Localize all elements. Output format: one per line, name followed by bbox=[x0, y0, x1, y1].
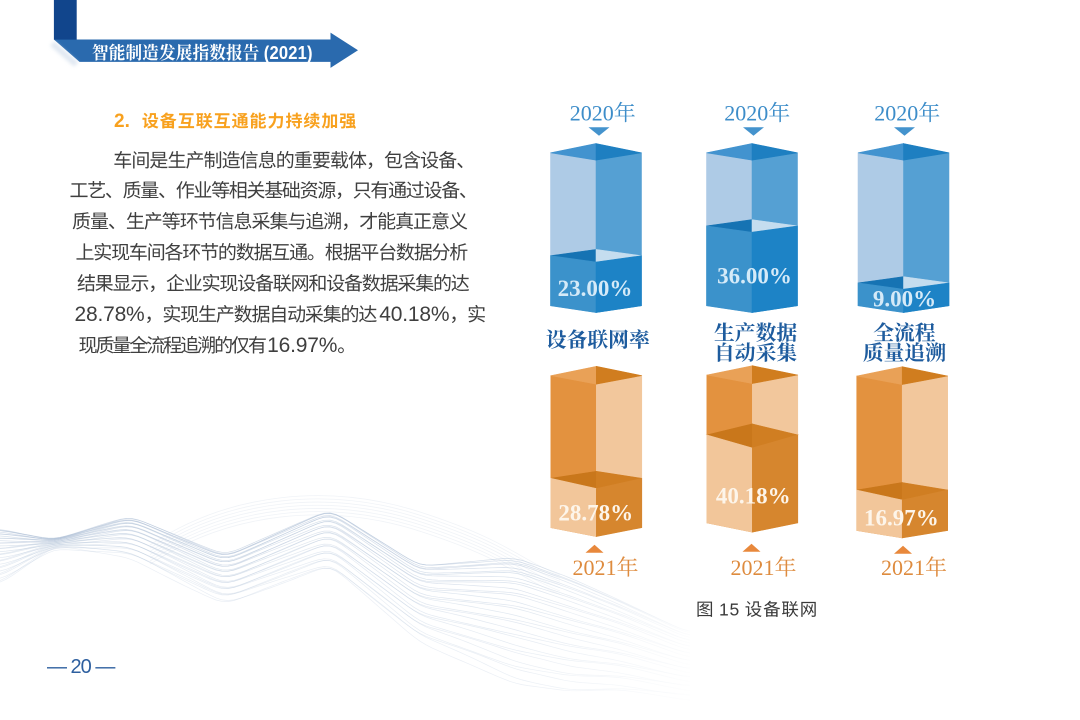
svg-text:40.18%: 40.18% bbox=[716, 483, 791, 508]
svg-text:36.00%: 36.00% bbox=[717, 263, 792, 288]
svg-text:2021年: 2021年 bbox=[730, 555, 796, 580]
svg-text:2021年: 2021年 bbox=[572, 555, 638, 580]
svg-text:生产数据: 生产数据 bbox=[714, 316, 797, 346]
svg-text:自动采集: 自动采集 bbox=[714, 336, 797, 366]
svg-text:图 15 设备联网: 图 15 设备联网 bbox=[696, 596, 818, 621]
svg-text:设备联网率: 设备联网率 bbox=[546, 323, 650, 353]
svg-text:2020年: 2020年 bbox=[724, 100, 790, 125]
svg-text:23.00%: 23.00% bbox=[558, 276, 633, 301]
svg-text:28.78%: 28.78% bbox=[558, 501, 633, 526]
svg-text:2020年: 2020年 bbox=[570, 100, 636, 125]
svg-text:2020年: 2020年 bbox=[874, 100, 940, 125]
svg-text:16.97%: 16.97% bbox=[864, 506, 939, 531]
svg-text:质量追溯: 质量追溯 bbox=[863, 336, 946, 366]
svg-text:2021年: 2021年 bbox=[881, 555, 947, 580]
svg-text:全流程: 全流程 bbox=[873, 316, 936, 346]
svg-text:9.00%: 9.00% bbox=[873, 287, 936, 312]
